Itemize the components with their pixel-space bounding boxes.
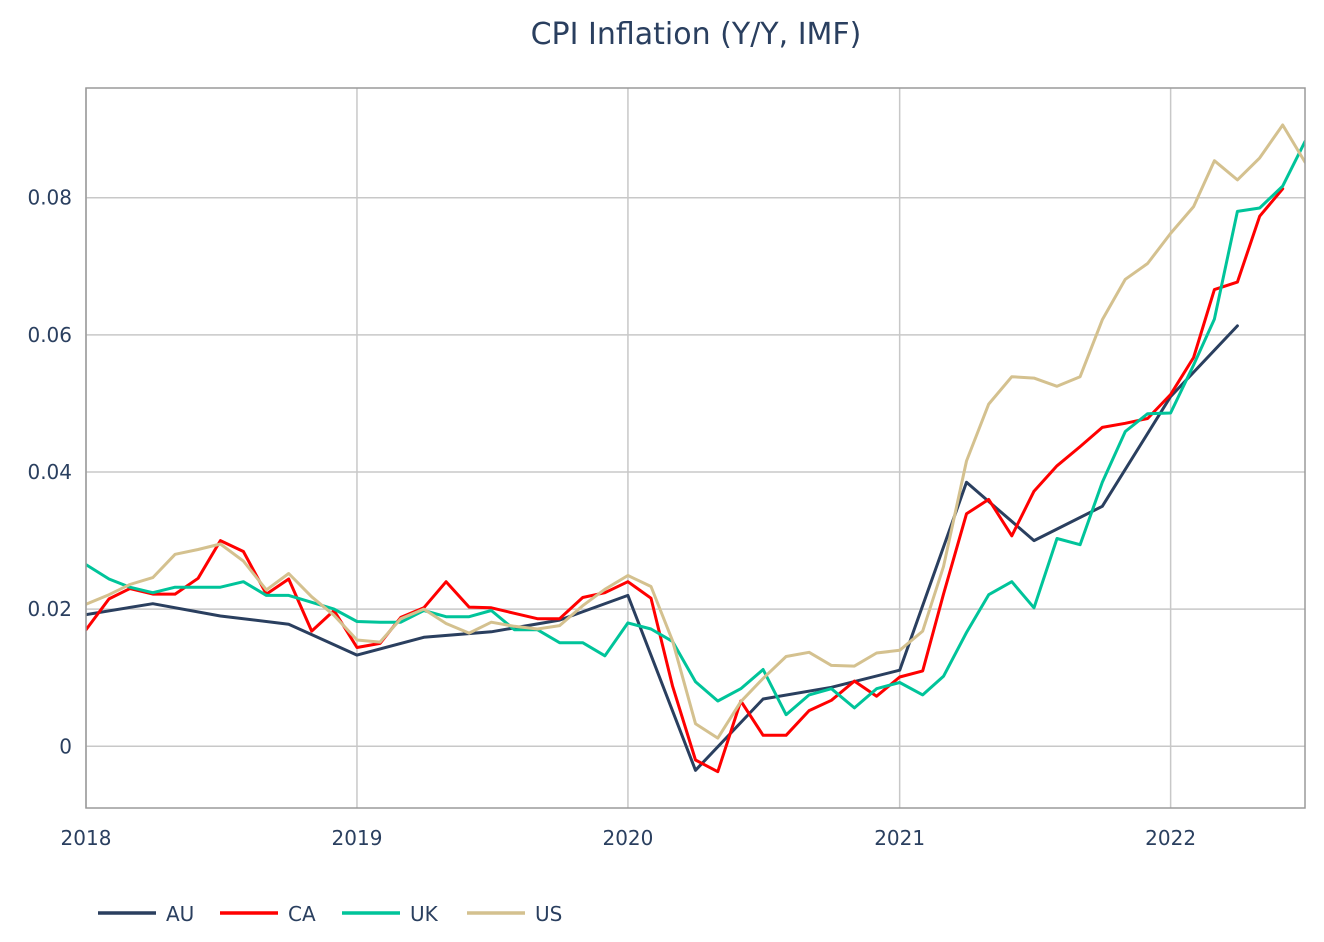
series-line-uk: [86, 140, 1305, 717]
legend-label-uk: UK: [410, 902, 439, 926]
y-tick-label: 0: [59, 734, 72, 758]
y-tick-label: 0.08: [27, 186, 72, 210]
legend: AU CA UK US: [98, 902, 562, 926]
series-line-ca: [86, 187, 1285, 774]
chart-title: CPI Inflation (Y/Y, IMF): [531, 17, 862, 52]
plot-frame: [85, 87, 1306, 809]
x-tick-label: 2019: [332, 826, 383, 850]
y-tick-label: 0.06: [27, 323, 72, 347]
axes: 2018 2019 2020 2021 2022 0 0.02 0.04 0.06 0.08: [27, 186, 1196, 850]
series-group: [86, 123, 1305, 774]
series-line-us: [86, 123, 1305, 740]
legend-label-us: US: [535, 902, 562, 926]
y-tick-label: 0.04: [27, 460, 72, 484]
legend-label-ca: CA: [288, 902, 316, 926]
x-tick-label: 2018: [61, 826, 112, 850]
legend-label-au: AU: [166, 902, 194, 926]
y-tick-label: 0.02: [27, 597, 72, 621]
x-tick-label: 2020: [602, 826, 653, 850]
series-line-au: [86, 324, 1239, 772]
grid: [85, 88, 1305, 808]
x-tick-label: 2021: [874, 826, 925, 850]
x-tick-label: 2022: [1145, 826, 1196, 850]
